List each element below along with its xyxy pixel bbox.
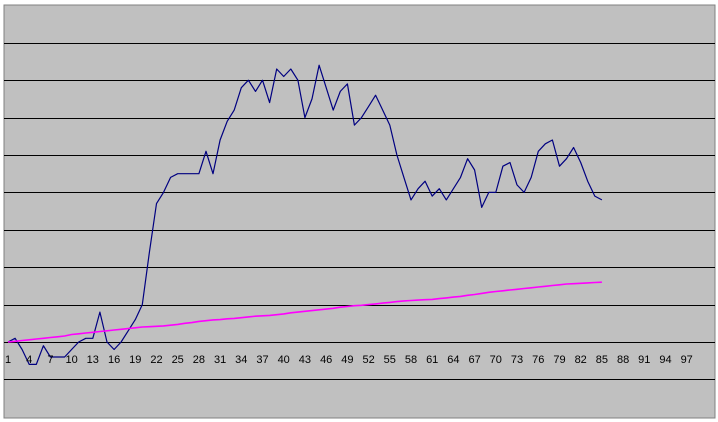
x-tick-label: 7 — [47, 354, 53, 366]
plot-area — [3, 4, 716, 419]
x-tick-label: 94 — [659, 354, 671, 366]
x-tick-label: 76 — [532, 354, 544, 366]
gridlines — [4, 43, 715, 380]
x-tick-label: 19 — [129, 354, 141, 366]
x-tick-label: 37 — [256, 354, 268, 366]
x-tick-label: 40 — [278, 354, 290, 366]
x-tick-label: 22 — [150, 354, 162, 366]
x-tick-label: 79 — [553, 354, 565, 366]
series-line-1 — [7, 64, 603, 365]
series-layer — [7, 64, 603, 365]
x-tick-label: 58 — [405, 354, 417, 366]
x-tick-label: 52 — [362, 354, 374, 366]
x-tick-label: 25 — [172, 354, 184, 366]
x-tick-label: 70 — [490, 354, 502, 366]
x-tick-label: 88 — [617, 354, 629, 366]
x-axis-tick-labels: 1 4 7 10 13 16 19 22 25 28 31 34 37 40 43 46 49 52 55 58 61 6… — [5, 354, 693, 366]
x-tick-label: 91 — [638, 354, 650, 366]
x-tick-label: 67 — [468, 354, 480, 366]
x-tick-label: 4 — [26, 354, 32, 366]
x-tick-label: 10 — [65, 354, 77, 366]
x-tick-label: 13 — [87, 354, 99, 366]
x-tick-label: 31 — [214, 354, 226, 366]
x-tick-label: 97 — [681, 354, 693, 366]
x-tick-label: 64 — [447, 354, 459, 366]
x-tick-label: 28 — [193, 354, 205, 366]
x-tick-label: 61 — [426, 354, 438, 366]
x-tick-label: 46 — [320, 354, 332, 366]
series-line-2 — [7, 281, 602, 343]
x-tick-label: 85 — [596, 354, 608, 366]
x-tick-label: 1 — [5, 354, 11, 366]
x-tick-label: 82 — [575, 354, 587, 366]
x-tick-label: 49 — [341, 354, 353, 366]
x-tick-label: 16 — [108, 354, 120, 366]
x-tick-label: 43 — [299, 354, 311, 366]
x-tick-label: 73 — [511, 354, 523, 366]
x-tick-label: 55 — [384, 354, 396, 366]
x-tick-label: 34 — [235, 354, 247, 366]
